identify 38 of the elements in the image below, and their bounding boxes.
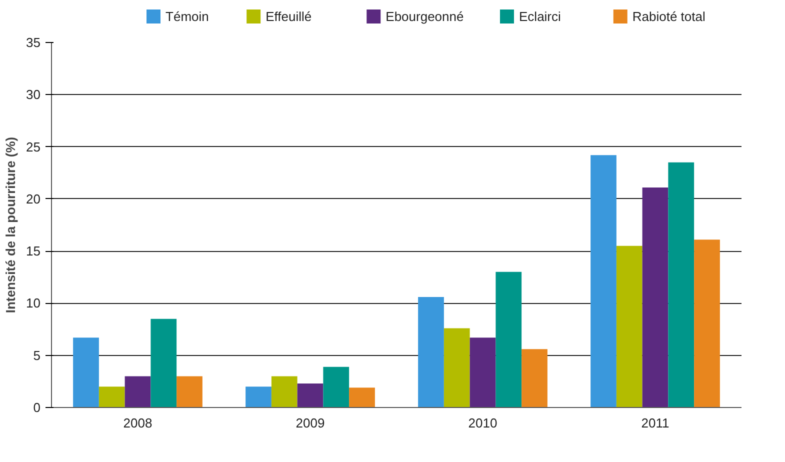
bar (176, 376, 202, 408)
bar (590, 155, 616, 408)
bar (246, 386, 272, 408)
y-axis-title: Intensité de la pourriture (%) (3, 136, 18, 314)
bar (470, 338, 496, 408)
y-tick-label: 20 (26, 191, 41, 206)
y-tick-label: 5 (33, 348, 41, 363)
legend-label: Eclairci (519, 9, 562, 24)
legend-label: Rabioté total (632, 9, 706, 24)
bar (642, 187, 668, 408)
bar (616, 246, 642, 408)
x-tick-label: 2010 (468, 416, 498, 430)
y-tick-label: 30 (26, 87, 41, 102)
x-tick-label: 2011 (641, 416, 670, 430)
y-tick-label: 15 (26, 244, 41, 259)
bar (418, 296, 444, 408)
legend-label: Témoin (166, 9, 209, 24)
legend-label: Effeuillé (266, 9, 312, 24)
bar (98, 386, 125, 408)
bar (124, 376, 151, 408)
bar (150, 318, 177, 408)
bar (694, 240, 720, 408)
legend-label: Ebourgeonné (386, 9, 464, 24)
bar (323, 366, 350, 408)
bar (297, 384, 324, 408)
bar (349, 388, 375, 408)
bar (444, 328, 470, 408)
bar (496, 272, 522, 408)
y-tick-label: 35 (26, 35, 41, 50)
bar (271, 376, 298, 408)
y-tick-label: 25 (26, 139, 41, 154)
bar (73, 338, 99, 408)
y-tick-label: 0 (33, 400, 41, 415)
x-tick-label: 2008 (123, 416, 152, 430)
x-tick-label: 2009 (296, 416, 325, 430)
bar (668, 162, 694, 408)
bar (522, 349, 548, 408)
y-tick-label: 10 (26, 296, 41, 311)
